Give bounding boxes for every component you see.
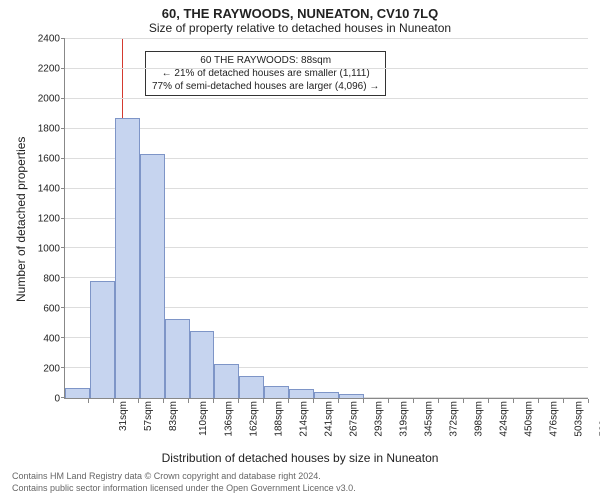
histogram-bar (239, 376, 264, 398)
x-tick-label: 31sqm (118, 401, 129, 431)
x-tick-label: 214sqm (299, 401, 310, 437)
annotation-line: 77% of semi-detached houses are larger (… (152, 80, 379, 93)
x-tick-label: 162sqm (249, 401, 260, 437)
y-tick-label: 1800 (38, 124, 60, 135)
y-tick-label: 2400 (38, 34, 60, 45)
y-tick-label: 1000 (38, 244, 60, 255)
chart-title: 60, THE RAYWOODS, NUNEATON, CV10 7LQ (12, 6, 588, 21)
x-tick-label: 450sqm (523, 401, 534, 437)
x-tick-label: 241sqm (324, 401, 335, 437)
x-tick-label: 503sqm (573, 401, 584, 437)
histogram-bar (289, 389, 314, 398)
histogram-bar (115, 118, 140, 398)
y-tick-label: 600 (43, 304, 60, 315)
x-axis-label: Distribution of detached houses by size … (12, 451, 588, 465)
x-axis-ticks: 31sqm 57sqm 83sqm 110sqm 136sqm 162sqm 188sqm 2… (76, 399, 600, 451)
y-tick-label: 200 (43, 364, 60, 375)
annotation-line: 60 THE RAYWOODS: 88sqm (152, 54, 379, 67)
x-tick-label: 267sqm (349, 401, 360, 437)
y-axis-ticks: 0200400600800100012001400160018002000220… (30, 39, 64, 399)
y-axis-label: Number of detached properties (12, 39, 30, 399)
x-tick-label: 345sqm (423, 401, 434, 437)
x-tick-label: 372sqm (448, 401, 459, 437)
histogram-bar (65, 388, 90, 398)
y-tick-label: 2000 (38, 94, 60, 105)
footer-line-1: Contains HM Land Registry data © Crown c… (12, 471, 588, 483)
histogram-bar (264, 386, 289, 398)
histogram-bar (90, 281, 115, 398)
x-tick-label: 476sqm (548, 401, 559, 437)
histogram-bar (140, 154, 165, 398)
x-tick-label: 57sqm (143, 401, 154, 431)
annotation-box: 60 THE RAYWOODS: 88sqm← 21% of detached … (145, 51, 386, 96)
x-tick-label: 319sqm (399, 401, 410, 437)
x-tick-label: 293sqm (374, 401, 385, 437)
x-tick-label: 83sqm (168, 401, 179, 431)
histogram-bar (314, 392, 339, 398)
x-tick-label: 188sqm (274, 401, 285, 437)
y-tick-label: 400 (43, 334, 60, 345)
histogram-bar (190, 331, 215, 398)
y-tick-label: 800 (43, 274, 60, 285)
y-tick-label: 2200 (38, 64, 60, 75)
y-tick-label: 0 (54, 394, 60, 405)
x-tick-label: 398sqm (473, 401, 484, 437)
y-tick-label: 1600 (38, 154, 60, 165)
histogram-bar (165, 319, 190, 398)
histogram-bar (339, 394, 364, 398)
chart-footer: Contains HM Land Registry data © Crown c… (12, 471, 588, 494)
histogram-bar (214, 364, 239, 398)
property-size-chart: 60, THE RAYWOODS, NUNEATON, CV10 7LQ Siz… (0, 0, 600, 500)
y-tick-label: 1400 (38, 184, 60, 195)
x-tick-label: 424sqm (498, 401, 509, 437)
x-tick-label: 110sqm (198, 401, 209, 436)
y-tick-label: 1200 (38, 214, 60, 225)
plot-row: Number of detached properties 0200400600… (12, 39, 588, 399)
x-tick-label: 136sqm (224, 401, 235, 437)
chart-subtitle: Size of property relative to detached ho… (12, 21, 588, 35)
plot-area: 60 THE RAYWOODS: 88sqm← 21% of detached … (64, 39, 588, 399)
footer-line-2: Contains public sector information licen… (12, 483, 588, 495)
annotation-line: ← 21% of detached houses are smaller (1,… (152, 67, 379, 80)
